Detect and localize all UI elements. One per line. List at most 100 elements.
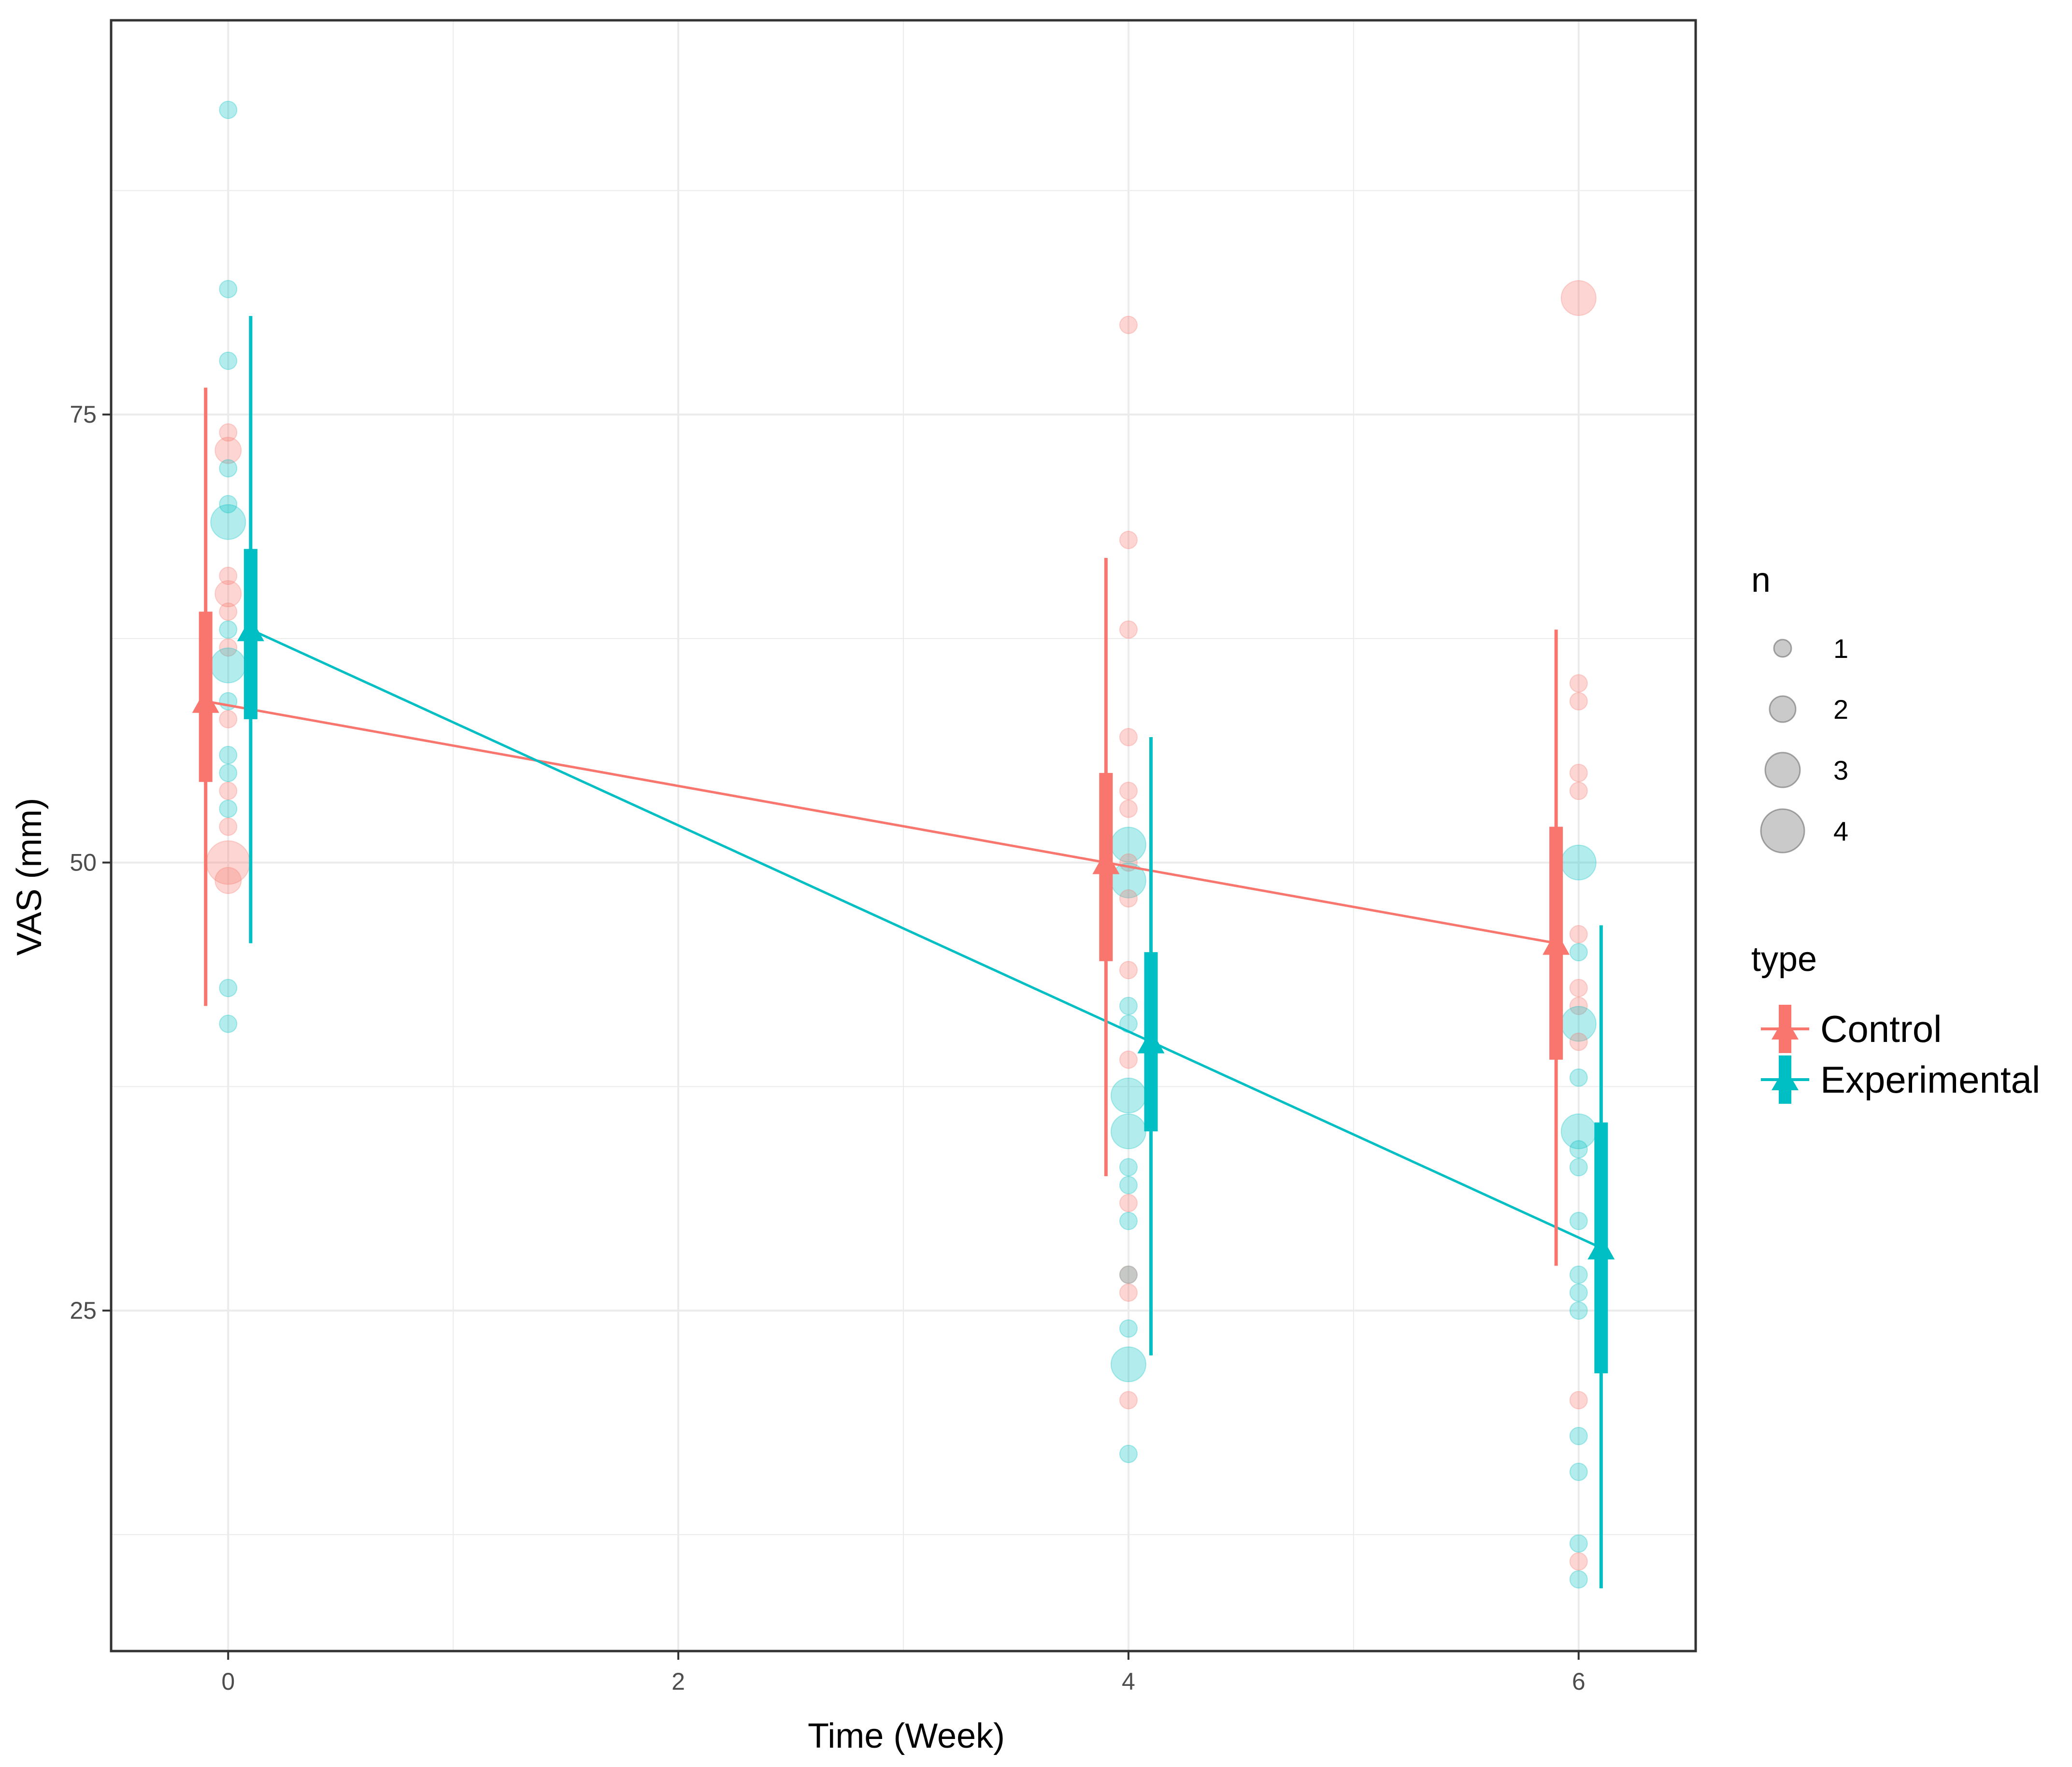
- data-point: [219, 782, 238, 800]
- data-point: [1119, 1050, 1138, 1069]
- data-point: [219, 351, 238, 370]
- data-point: [214, 580, 242, 608]
- data-point: [1569, 1570, 1588, 1589]
- legend-size-key: [1760, 808, 1805, 854]
- plot-panel-border: [110, 19, 1697, 1653]
- data-point: [1569, 925, 1588, 944]
- data-point: [219, 638, 238, 657]
- data-point: [219, 1014, 238, 1033]
- legend-size-title: n: [1751, 561, 1771, 599]
- data-point: [219, 100, 238, 119]
- mean-marker: [1092, 850, 1120, 874]
- mean-marker: [237, 617, 264, 641]
- legend-type-key-marker: [1772, 1067, 1799, 1090]
- y-tick-label: 50: [70, 849, 97, 876]
- data-point: [1569, 1211, 1588, 1230]
- legend-type: type Control Experimental: [1751, 940, 2040, 1104]
- data-point: [1569, 1391, 1588, 1410]
- axes: 0 2 4 6 25 50 75: [70, 401, 1585, 1695]
- y-axis-title: VAS (mm): [10, 798, 49, 956]
- mean-marker: [192, 688, 219, 713]
- legend-type-label: Experimental: [1820, 1058, 2040, 1101]
- data-point: [1569, 1463, 1588, 1482]
- legend-type-title: type: [1751, 940, 1817, 979]
- data-point: [1110, 1346, 1146, 1382]
- data-point: [1119, 1283, 1138, 1302]
- data-point: [1119, 889, 1138, 908]
- data-point: [1569, 1534, 1588, 1553]
- legend-size-label: 2: [1833, 694, 1848, 725]
- data-point: [1119, 799, 1138, 818]
- mean-marker: [1543, 930, 1570, 955]
- data-point: [1569, 979, 1588, 998]
- data-point: [1569, 997, 1588, 1015]
- data-point: [210, 504, 246, 540]
- x-tick-label: 4: [1122, 1668, 1135, 1695]
- data-point: [219, 423, 238, 442]
- data-point: [214, 437, 242, 464]
- data-point: [1569, 1140, 1588, 1159]
- data-point: [1119, 1176, 1138, 1195]
- data-point: [1119, 1265, 1138, 1284]
- data-point: [219, 459, 238, 478]
- data-point: [1119, 782, 1138, 800]
- data-point: [1569, 1283, 1588, 1302]
- data-points: [206, 100, 1597, 1589]
- legend-size-key: [1773, 639, 1792, 658]
- data-point: [219, 280, 238, 299]
- data-point: [1569, 1068, 1588, 1087]
- data-point: [1119, 1391, 1138, 1410]
- data-point: [1560, 280, 1597, 316]
- legend-size: n 1 2 3 4: [1751, 561, 1848, 854]
- legend-type-key-marker: [1772, 1016, 1799, 1040]
- legend-size-key: [1764, 752, 1801, 788]
- data-point: [1569, 1426, 1588, 1445]
- mean-marker: [1587, 1235, 1615, 1260]
- x-tick-label: 6: [1572, 1668, 1586, 1695]
- data-point: [1110, 1077, 1146, 1113]
- x-axis-title: Time (Week): [808, 1717, 1005, 1755]
- data-point: [219, 817, 238, 836]
- data-point: [1119, 1444, 1138, 1463]
- data-point: [1119, 1319, 1138, 1338]
- data-point: [219, 746, 238, 765]
- data-point: [1569, 1158, 1588, 1177]
- data-point: [1119, 1211, 1138, 1230]
- data-point: [1569, 674, 1588, 693]
- data-point: [210, 647, 246, 684]
- legend-size-key: [1769, 695, 1797, 723]
- data-point: [1569, 1552, 1588, 1571]
- data-point: [219, 567, 238, 585]
- data-point: [1569, 782, 1588, 800]
- data-point: [1119, 1265, 1138, 1284]
- data-point: [219, 602, 238, 621]
- x-tick-label: 0: [221, 1668, 235, 1695]
- data-point: [1560, 844, 1597, 881]
- data-point: [219, 620, 238, 639]
- data-point: [219, 710, 238, 728]
- data-point: [1119, 315, 1138, 334]
- y-tick-label: 25: [70, 1297, 97, 1324]
- data-point: [219, 799, 238, 818]
- interval-bars: [192, 316, 1615, 1589]
- legend-type-label: Control: [1820, 1008, 1942, 1050]
- data-point: [1119, 727, 1138, 746]
- data-point: [1119, 530, 1138, 549]
- data-point: [1119, 1158, 1138, 1177]
- data-point: [1569, 1032, 1588, 1051]
- data-point: [1119, 1194, 1138, 1212]
- data-point: [1119, 997, 1138, 1015]
- data-point: [1110, 1113, 1146, 1150]
- data-point: [214, 867, 242, 894]
- y-tick-label: 75: [70, 401, 97, 428]
- data-point: [1569, 1301, 1588, 1320]
- legend-size-label: 3: [1833, 755, 1848, 785]
- legend-size-label: 1: [1833, 633, 1848, 664]
- data-point: [219, 764, 238, 783]
- legend-size-label: 4: [1833, 816, 1848, 846]
- data-point: [1119, 620, 1138, 639]
- data-point: [1569, 692, 1588, 711]
- data-point: [219, 979, 238, 998]
- data-point: [1569, 943, 1588, 962]
